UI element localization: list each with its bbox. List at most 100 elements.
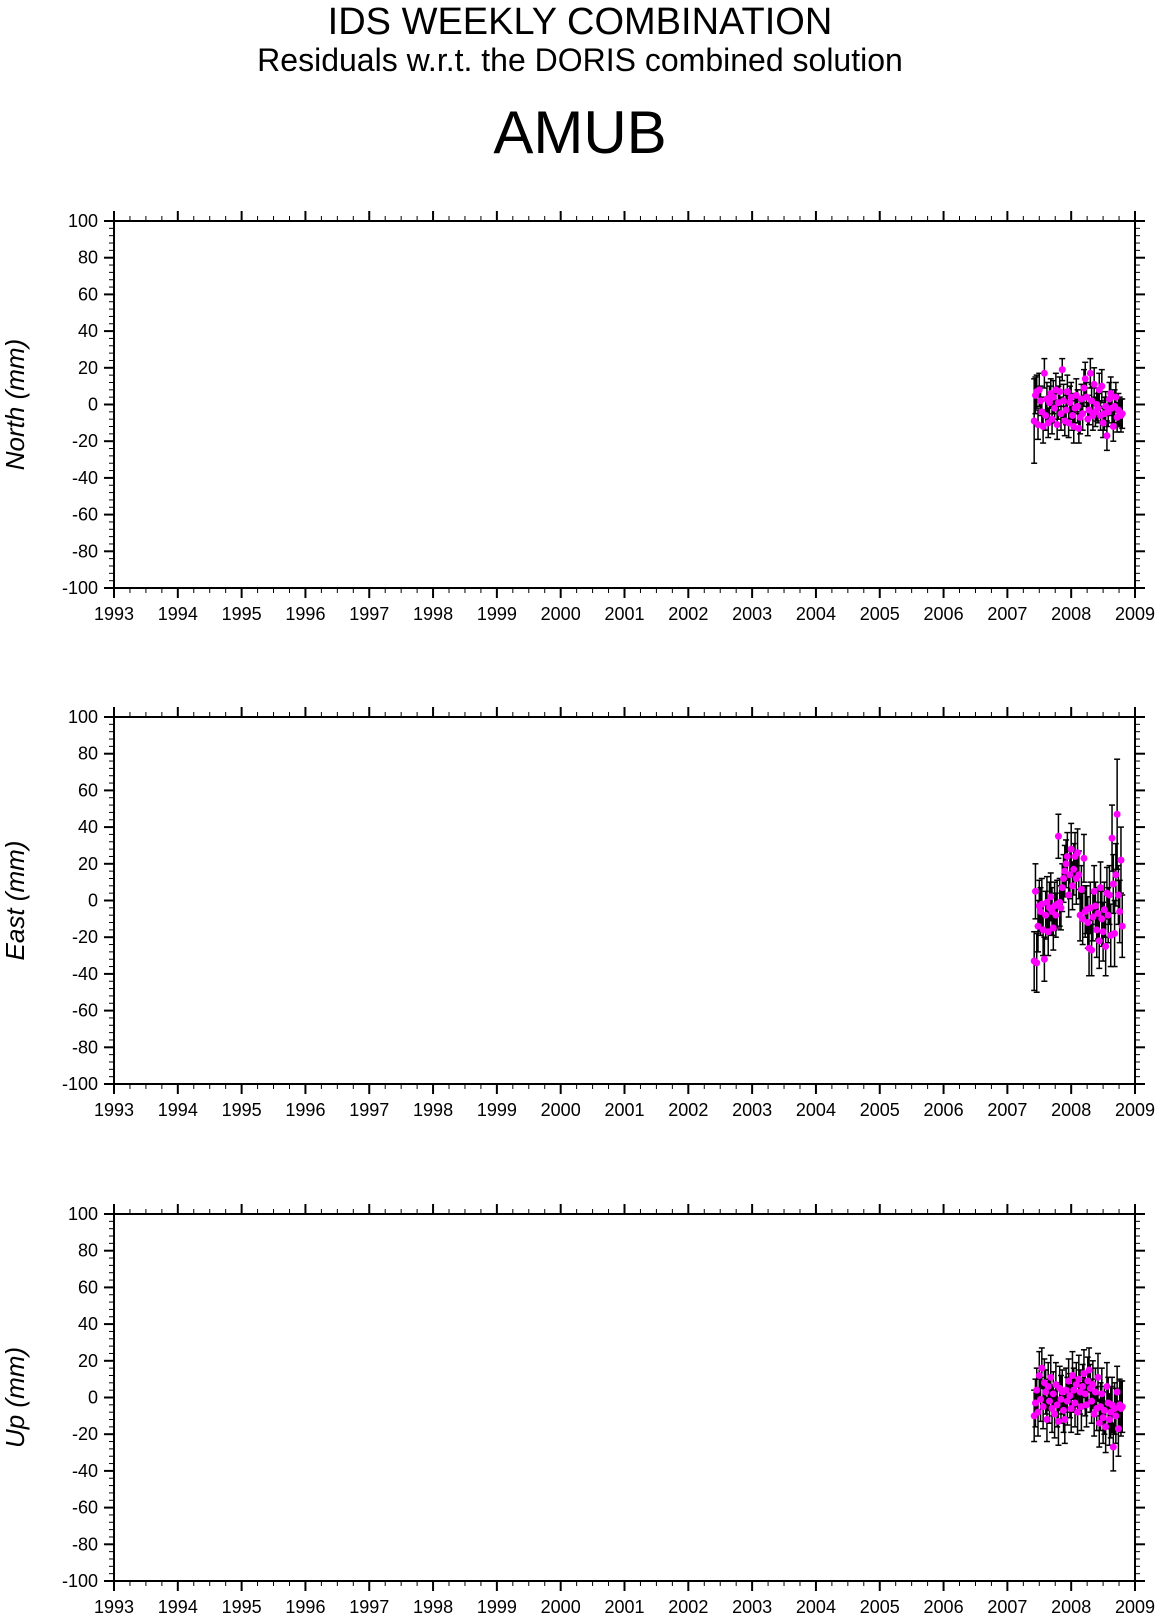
panel-1-data-point [1045,399,1053,407]
panel-1-data-point [1048,415,1056,423]
panel-3-y-tick-label: 0 [88,1388,98,1408]
panel-3-data-point [1095,1419,1103,1427]
panel-2-data-point [1093,926,1101,934]
panel-1-data-point [1074,402,1082,410]
panel-2-data-point [1075,871,1083,879]
panel-2-data-point [1040,955,1048,963]
panel-2-data-point [1049,924,1057,932]
panel-3-y-tick-label: 20 [78,1351,98,1371]
station-name: AMUB [493,99,667,166]
panel-2-data-point [1034,922,1042,930]
panel-2-y-tick-label: -100 [62,1074,98,1094]
panel-3-data-point [1047,1373,1055,1381]
panel-1-x-tick-label: 2003 [732,604,772,624]
panel-3-x-tick-label: 1996 [285,1597,325,1617]
panel-1-data-point [1107,389,1115,397]
panel-1-x-tick-label: 2006 [924,604,964,624]
panel-1-data-point [1088,397,1096,405]
panel-1-data-point [1090,380,1098,388]
panel-2-data-point [1066,871,1074,879]
panel-3-data-point [1068,1371,1076,1379]
panel-3-data-point [1043,1416,1051,1424]
panel-3-data-point [1066,1392,1074,1400]
panel-1-data-point [1057,410,1065,418]
panel-1-data-point [1080,384,1088,392]
panel-3-x-tick-label: 1998 [413,1597,453,1617]
panel-1-data-point [1037,397,1045,405]
panel-2-x-tick-label: 2003 [732,1100,772,1120]
panel-1-data-point [1086,369,1094,377]
panel-1-data-point [1058,366,1066,374]
panel-2-data-point [1065,891,1073,899]
panel-2-y-tick-label: -20 [72,927,98,947]
panel-1-y-tick-label: 0 [88,395,98,415]
panel-2-data-point [1062,860,1070,868]
panel-3-data-point [1072,1381,1080,1389]
panel-3-y-tick-label: 60 [78,1277,98,1297]
panel-2-x-tick-label: 1993 [94,1100,134,1120]
panel-3-data-point [1044,1382,1052,1390]
panel-1-x-tick-label: 1997 [349,604,389,624]
panel-2-data-point [1057,904,1065,912]
panel-3-data-point [1100,1406,1108,1414]
panel-1-x-tick-label: 2007 [987,604,1027,624]
chart-subtitle: Residuals w.r.t. the DORIS combined solu… [257,42,903,78]
panel-1-data-point [1103,432,1111,440]
panel-1-data-point [1072,391,1080,399]
panel-2-data-point [1042,911,1050,919]
panel-3-data-point [1084,1377,1092,1385]
panel-1-y-tick-label: 20 [78,358,98,378]
panel-1-x-tick-label: 1999 [477,604,517,624]
panel-2-data-point [1067,845,1075,853]
panel-2-data-point [1061,867,1069,875]
panel-1-data-point [1118,410,1126,418]
panel-2-x-tick-label: 2007 [987,1100,1027,1120]
panel-1-x-tick-label: 1996 [285,604,325,624]
panel-3-data-point [1061,1416,1069,1424]
panel-3-x-tick-label: 1997 [349,1597,389,1617]
panel-1-data-point [1094,404,1102,412]
panel-3-data-point [1085,1366,1093,1374]
panel-2-x-tick-label: 2005 [860,1100,900,1120]
panel-1-x-tick-label: 2002 [668,604,708,624]
panel-2-data-point [1054,832,1062,840]
panel-2-data-point [1098,915,1106,923]
panel-3-x-tick-label: 2009 [1115,1597,1155,1617]
panel-3-y-tick-label: 40 [78,1314,98,1334]
panel-3-data-point [1070,1386,1078,1394]
panel-3-y-tick-label: -40 [72,1461,98,1481]
panel-3-data-point [1080,1370,1088,1378]
panel-2-data-point [1097,884,1105,892]
panel-3-data-point [1038,1364,1046,1372]
panel-3-data-point [1067,1405,1075,1413]
panel-3-data-point [1062,1386,1070,1394]
panel-3-x-tick-label: 2005 [860,1597,900,1617]
panel-2-data-point [1074,849,1082,857]
panel-1-y-tick-label: 80 [78,248,98,268]
panel-1-y-tick-label: -40 [72,468,98,488]
panel-2-y-tick-label: -40 [72,964,98,984]
panel-3-x-tick-label: 1999 [477,1597,517,1617]
panel-2-data-point [1079,915,1087,923]
panel-1-y-tick-label: -80 [72,541,98,561]
panel-3-data-point [1065,1377,1073,1385]
panel-3-x-tick-label: 2008 [1051,1597,1091,1617]
panel-3-data-point [1074,1408,1082,1416]
panel-2-data-point [1077,885,1085,893]
panel-3-data-point [1034,1408,1042,1416]
panel-3-data-point [1081,1390,1089,1398]
panel-2-data-point [1095,937,1103,945]
panel-2-data-point [1099,928,1107,936]
panel-3-data-point [1113,1388,1121,1396]
panel-3-x-tick-label: 1993 [94,1597,134,1617]
panel-2-data-point [1116,908,1124,916]
panel-1-data-point [1062,406,1070,414]
panel-2-data-point [1052,911,1060,919]
panel-1-data-point [1056,388,1064,396]
panel-3-x-tick-label: 2001 [604,1597,644,1617]
panel-1-data-point [1083,393,1091,401]
panel-2-y-axis-label: East (mm) [0,841,30,961]
panel-2-data-point [1044,928,1052,936]
panel-2-data-point [1113,810,1121,818]
panel-1-x-tick-label: 2004 [796,604,836,624]
